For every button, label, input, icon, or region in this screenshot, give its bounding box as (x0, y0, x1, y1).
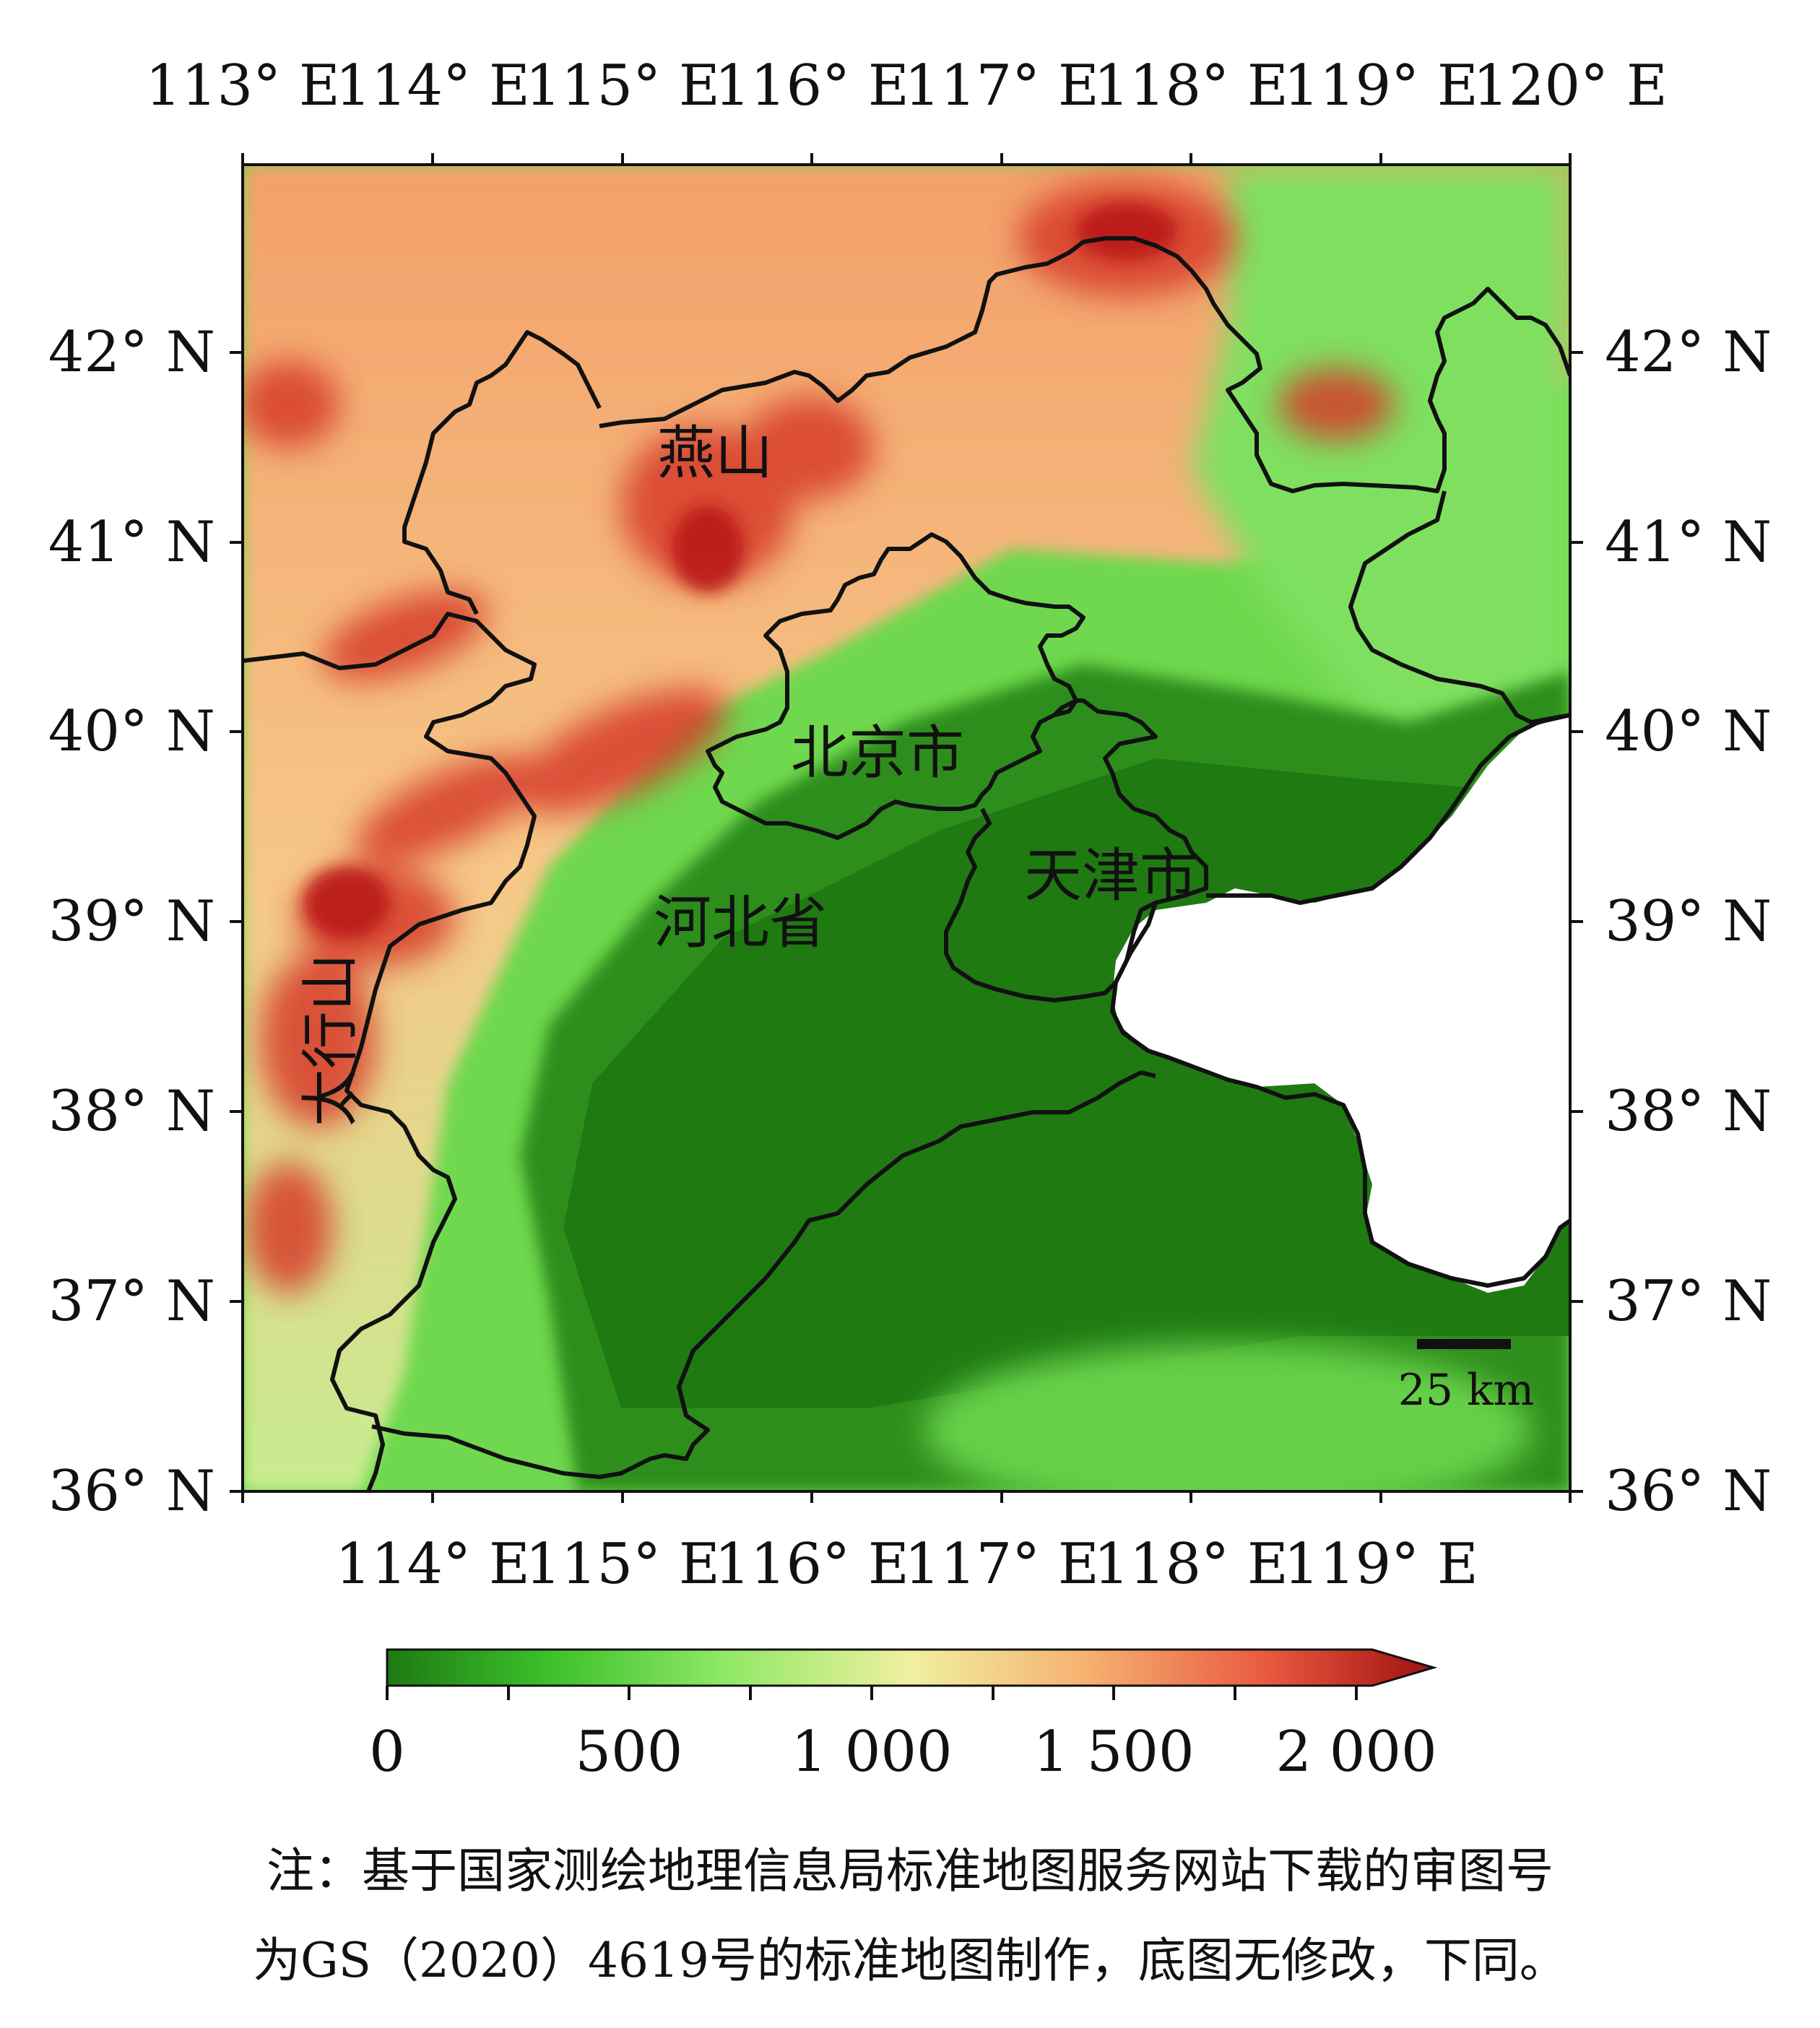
colorbar-tick-label: 1 000 (791, 1720, 952, 1785)
lat-label-left: 41° N (48, 510, 215, 575)
lat-label-left: 42° N (48, 320, 215, 385)
colorbar-tick-label: 2 000 (1275, 1720, 1436, 1785)
lon-label-bottom: 115° E (525, 1532, 720, 1597)
lat-label-left: 40° N (48, 699, 215, 764)
lat-label-left: 38° N (48, 1079, 215, 1144)
lat-label-right: 40° N (1605, 699, 1772, 764)
lat-label-right: 39° N (1605, 889, 1772, 954)
lon-label-top: 117° E (904, 53, 1099, 118)
place-label-tianjin: 天津市 (1024, 842, 1197, 909)
lon-label-top: 114° E (335, 53, 530, 118)
place-label-beijing: 北京市 (791, 719, 964, 786)
lon-label-top: 113° E (145, 53, 340, 118)
place-label-taihangshan: 太行山 (297, 953, 364, 1127)
note-line-1: 注：基于国家测绘地理信息局标准地图服务网站下载的审图号 (266, 1843, 1554, 1899)
lon-label-bottom: 119° E (1283, 1532, 1478, 1597)
map-frame (241, 163, 1572, 1493)
lon-label-top: 115° E (525, 53, 720, 118)
lat-label-left: 36° N (48, 1459, 215, 1524)
lon-label-top: 116° E (714, 53, 909, 118)
lat-label-left: 37° N (48, 1269, 215, 1334)
lat-label-right: 41° N (1605, 510, 1772, 575)
lon-label-top: 119° E (1283, 53, 1478, 118)
lat-label-right: 36° N (1605, 1459, 1772, 1524)
scale-bar (1417, 1339, 1511, 1349)
lat-label-right: 42° N (1605, 320, 1772, 385)
lon-label-bottom: 114° E (335, 1532, 530, 1597)
axis-ticks (230, 153, 1583, 1503)
province-borders (243, 236, 1570, 1491)
lon-label-bottom: 116° E (714, 1532, 909, 1597)
lon-label-top: 118° E (1093, 53, 1288, 118)
place-label-hebei: 河北省 (654, 889, 827, 956)
scale-bar-label: 25 km (1398, 1365, 1535, 1416)
lon-label-top: 120° E (1473, 53, 1668, 118)
colorbar-tick-label: 1 500 (1033, 1720, 1194, 1785)
lat-label-right: 37° N (1605, 1269, 1772, 1334)
note-line-2: 为GS（2020）4619号的标准地图制作，底图无修改，下同。 (253, 1933, 1567, 1988)
colorbar-tick-label: 0 (369, 1720, 405, 1785)
lon-label-bottom: 118° E (1093, 1532, 1288, 1597)
place-label-yanshan: 燕山 (657, 420, 773, 487)
lat-label-left: 39° N (48, 889, 215, 954)
lon-label-bottom: 117° E (904, 1532, 1099, 1597)
colorbar-tick-label: 500 (576, 1720, 683, 1785)
elevation-raster (243, 165, 1570, 1491)
colorbar: 0 500 1 000 1 500 2 000 (369, 1648, 1438, 1785)
lat-label-right: 38° N (1605, 1079, 1772, 1144)
